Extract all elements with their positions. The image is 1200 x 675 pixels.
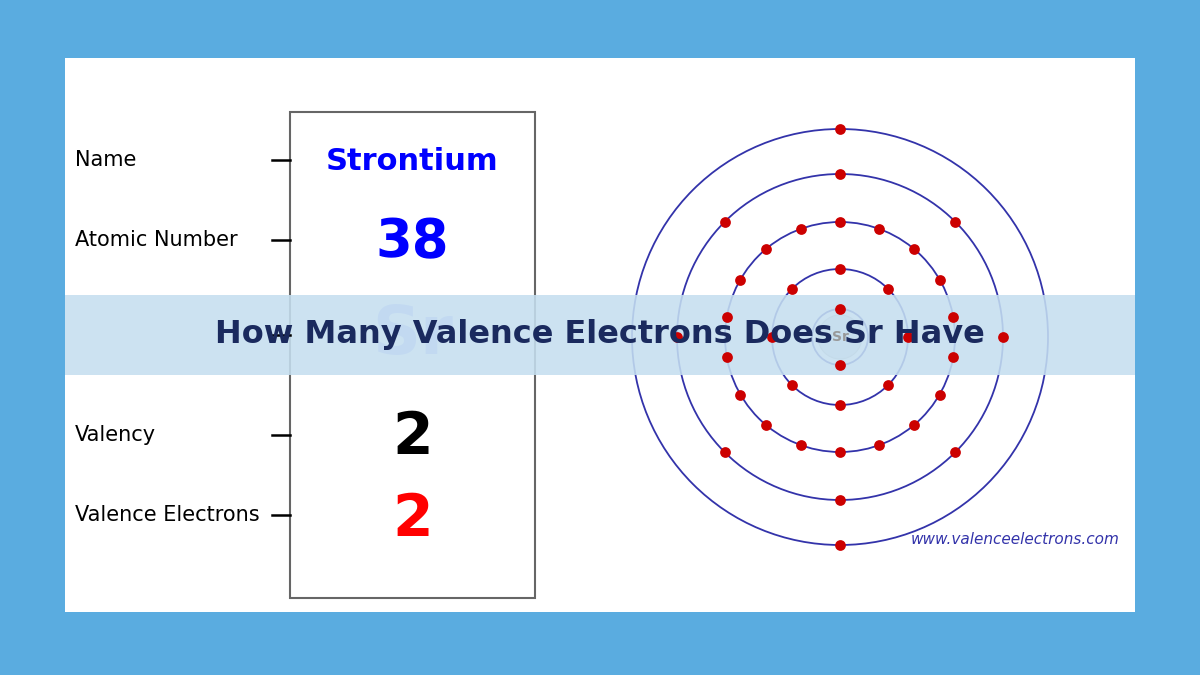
Point [830,217,850,227]
Point [762,331,781,342]
Point [830,447,850,458]
Point [756,244,775,254]
Point [782,379,802,390]
Point [830,400,850,410]
Text: Atomic Number: Atomic Number [74,230,238,250]
Circle shape [818,315,862,359]
Point [870,439,889,450]
Point [830,304,850,315]
Text: Sr: Sr [372,302,452,368]
Text: Valency: Valency [74,425,156,445]
Text: How Many Valence Electrons Does Sr Have: How Many Valence Electrons Does Sr Have [215,319,985,350]
Point [715,447,734,458]
Point [943,312,962,323]
Text: 38: 38 [376,216,449,268]
Point [930,389,949,400]
Point [782,284,802,294]
Point [731,274,750,285]
Point [870,223,889,234]
Text: Valence Electrons: Valence Electrons [74,505,259,525]
Point [830,169,850,180]
Text: 2: 2 [392,491,433,549]
Point [905,420,924,431]
Bar [65,58,1135,612]
Point [667,331,686,342]
Point [718,312,737,323]
Text: 2: 2 [392,408,433,466]
Point [731,389,750,400]
Point [791,439,810,450]
Text: www.valenceelectrons.com: www.valenceelectrons.com [911,533,1120,547]
Point [930,274,949,285]
Bar [290,112,535,598]
Point [878,284,898,294]
Text: Sr: Sr [832,330,848,344]
Point [946,447,965,458]
Point [899,331,918,342]
Point [718,352,737,362]
Point [715,217,734,227]
Text: Name: Name [74,150,137,170]
Point [791,223,810,234]
Point [830,124,850,134]
Text: Strontium: Strontium [326,148,499,176]
Point [994,331,1013,342]
Point [830,264,850,275]
Point [830,360,850,371]
Point [756,420,775,431]
Bar [65,295,1135,375]
Point [830,495,850,506]
Point [905,244,924,254]
Point [946,217,965,227]
Point [830,539,850,550]
Point [878,379,898,390]
Point [943,352,962,362]
